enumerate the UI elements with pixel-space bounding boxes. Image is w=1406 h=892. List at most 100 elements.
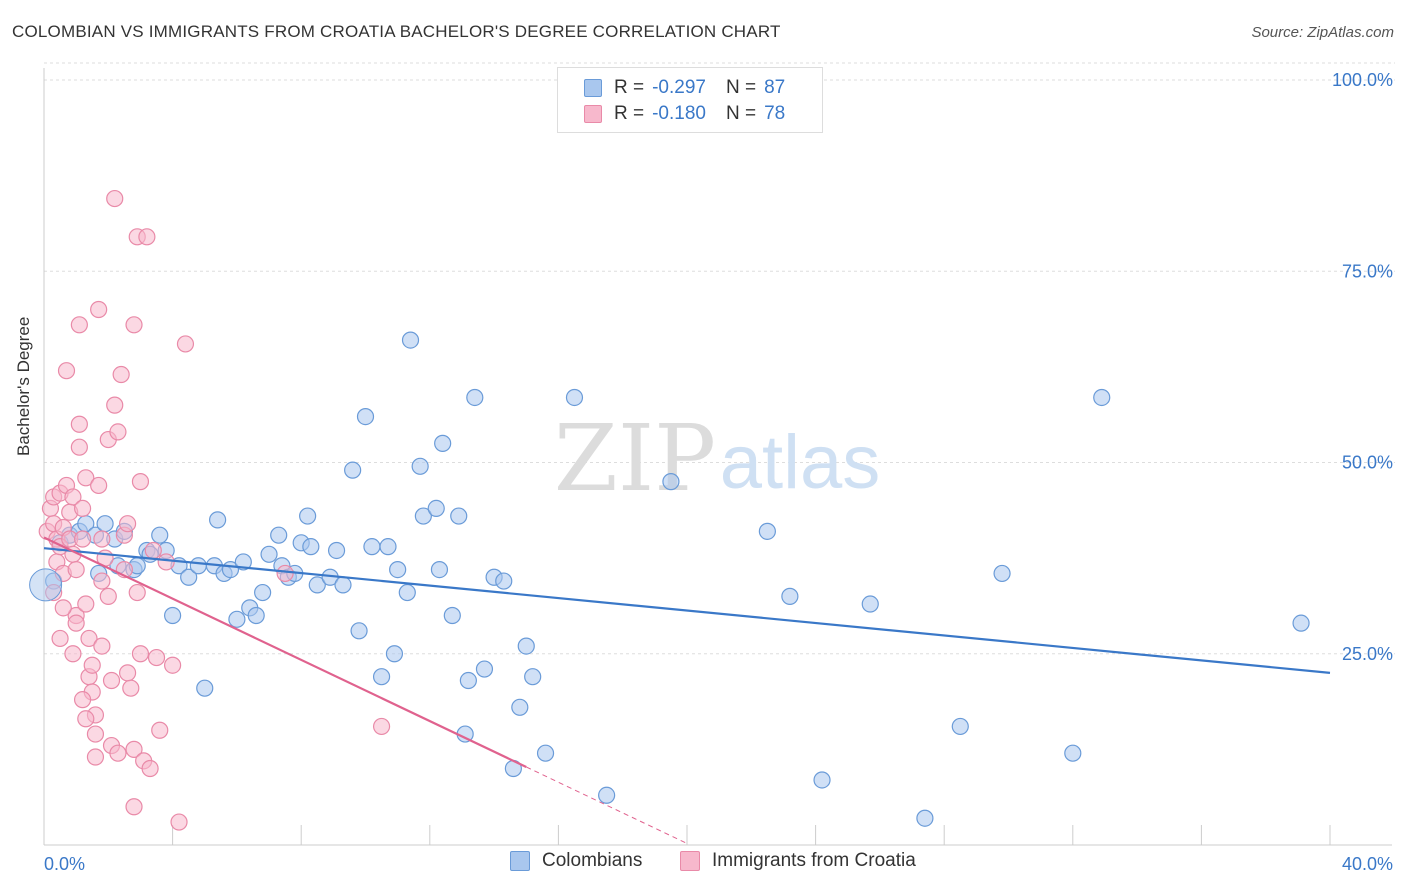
watermark-atlas: atlas: [720, 420, 881, 505]
point-colombians: [414, 507, 432, 525]
point-colombians: [951, 717, 969, 736]
legend-swatch-colombians: [584, 79, 602, 97]
series-legend-croatia[interactable]: Immigrants from Croatia: [680, 850, 916, 872]
point-colombians: [1064, 744, 1082, 762]
point-croatia: [109, 744, 127, 762]
point-croatia: [102, 671, 121, 690]
point-croatia: [372, 717, 391, 736]
point-colombians: [813, 771, 831, 789]
series-label-croatia: Immigrants from Croatia: [712, 850, 916, 871]
y-axis-label: Bachelor's Degree: [14, 316, 33, 456]
point-colombians: [254, 583, 272, 602]
point-croatia: [144, 541, 162, 560]
series-legend-colombians[interactable]: Colombians: [510, 850, 642, 872]
watermark: ZIP atlas: [554, 405, 880, 512]
point-croatia: [138, 228, 156, 246]
tick-labels: 25.0% 50.0% 75.0% 100.0% 0.0% 40.0%: [44, 70, 1393, 874]
point-croatia: [86, 725, 105, 743]
point-colombians: [389, 560, 407, 579]
point-croatia: [67, 560, 85, 579]
point-colombians: [270, 526, 288, 544]
point-croatia: [93, 637, 111, 655]
legend-r-value: -0.297: [652, 77, 706, 98]
legend-row-colombians: R = -0.297 N = 87: [584, 76, 785, 100]
legend-n-value: 87: [764, 77, 786, 98]
point-croatia: [125, 798, 143, 816]
trend-line-croatia-extension: [526, 766, 688, 844]
point-croatia: [90, 300, 108, 319]
point-colombians: [209, 511, 227, 529]
legend-n-value: 78: [764, 103, 786, 124]
point-croatia: [64, 488, 82, 506]
point-colombians: [475, 660, 494, 678]
point-croatia: [77, 595, 95, 613]
point-croatia: [54, 599, 72, 617]
point-colombians: [260, 545, 278, 563]
point-colombians: [299, 507, 317, 525]
x-tick-label: 0.0%: [44, 854, 85, 874]
point-colombians: [536, 744, 555, 762]
point-croatia: [157, 553, 175, 571]
point-croatia: [67, 614, 85, 632]
point-croatia: [164, 656, 182, 674]
axes: [43, 68, 1392, 846]
point-colombians: [344, 461, 362, 479]
point-croatia: [80, 629, 98, 648]
point-croatia: [90, 476, 108, 495]
watermark-zip: ZIP: [554, 405, 716, 512]
trend-lines: [43, 536, 1331, 844]
legend-r-value: -0.180: [652, 103, 706, 124]
legend-r-label: R =: [614, 103, 645, 124]
point-croatia: [64, 645, 82, 663]
point-colombians: [993, 564, 1011, 583]
series-label-colombians: Colombians: [542, 850, 643, 871]
point-colombians: [524, 668, 542, 686]
point-croatia: [57, 362, 76, 380]
point-croatia: [73, 691, 92, 709]
point-colombians: [1093, 388, 1111, 407]
point-croatia: [151, 721, 169, 739]
point-colombians: [401, 331, 420, 349]
point-colombians: [1292, 614, 1310, 632]
point-colombians: [350, 622, 368, 640]
point-croatia: [147, 648, 166, 667]
point-croatia: [112, 365, 130, 384]
legend-r-label: R =: [614, 77, 645, 98]
point-croatia: [128, 583, 146, 602]
point-croatia: [118, 515, 137, 533]
point-colombians: [372, 668, 391, 686]
point-colombians: [430, 560, 449, 579]
point-colombians: [662, 473, 680, 491]
point-colombians: [495, 572, 513, 590]
point-colombians: [334, 576, 352, 594]
point-croatia: [276, 564, 294, 583]
point-colombians: [450, 507, 468, 525]
point-croatia: [83, 656, 101, 674]
point-colombians: [411, 457, 429, 475]
series-legend: Colombians Immigrants from Croatia: [0, 850, 1406, 880]
y-tick-label: 50.0%: [1342, 453, 1393, 473]
point-croatia: [176, 335, 195, 353]
x-tick-label: 40.0%: [1342, 854, 1393, 874]
y-tick-label: 25.0%: [1342, 644, 1393, 664]
chart-title: COLOMBIAN VS IMMIGRANTS FROM CROATIA BAC…: [12, 22, 781, 41]
series-swatch-croatia: [680, 851, 700, 871]
point-colombians: [151, 526, 169, 544]
point-croatia: [125, 316, 143, 334]
source-label: Source: ZipAtlas.com: [1251, 24, 1394, 41]
correlation-legend: R = -0.297 N = 87 R = -0.180 N = 78: [557, 67, 823, 133]
point-colombians: [356, 408, 375, 426]
point-colombians: [434, 434, 452, 452]
point-colombians: [459, 671, 477, 690]
point-croatia: [106, 396, 124, 414]
y-tick-label: 75.0%: [1342, 261, 1393, 281]
point-colombians: [302, 538, 320, 556]
point-colombians: [164, 606, 182, 625]
point-colombians: [327, 541, 346, 560]
point-croatia: [131, 645, 150, 663]
point-croatia: [70, 438, 88, 456]
legend-n-label: N =: [725, 77, 757, 98]
point-croatia: [70, 415, 88, 433]
point-croatia: [118, 664, 137, 682]
